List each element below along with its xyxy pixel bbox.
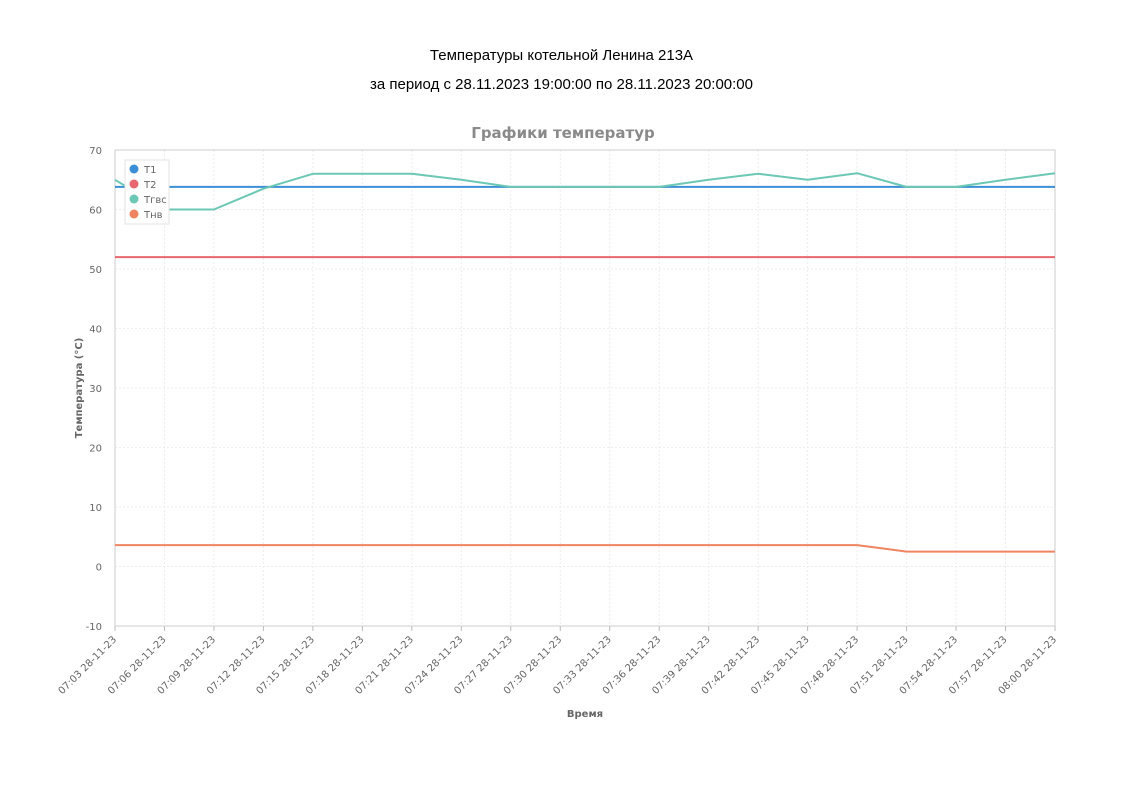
chart-title: Графики температур [471, 124, 655, 142]
y-axis-label: Температура (°C) [74, 338, 85, 439]
legend-label: T2 [143, 180, 156, 191]
y-tick-label: 0 [96, 563, 102, 574]
legend-label: Tнв [143, 210, 163, 221]
plot-frame [114, 149, 1056, 627]
y-tick-label: -10 [86, 622, 102, 633]
y-tick-label: 70 [89, 146, 102, 157]
legend-marker [129, 209, 139, 219]
y-tick-label: 20 [89, 444, 102, 455]
legend-marker [129, 179, 139, 189]
y-tick-label: 40 [89, 325, 102, 336]
x-axis-label: Время [567, 709, 603, 720]
chart-lines [114, 172, 1056, 553]
y-tick-label: 10 [89, 503, 102, 514]
series-line-3 [115, 544, 1055, 553]
chart-grid [114, 149, 1056, 627]
y-tick-label: 30 [89, 384, 102, 395]
y-tick-label: 60 [89, 206, 102, 217]
report-title: Температуры котельной Ленина 213А [429, 47, 694, 64]
y-axis-ticks: -10 0 10 20 30 40 50 60 70 [86, 146, 102, 633]
legend-marker [129, 194, 139, 204]
series-line-2 [114, 172, 1056, 211]
report-period: за период с 28.11.2023 19:00:00 по 28.11… [369, 76, 753, 93]
legend-label: Tгвс [143, 195, 167, 206]
legend-marker [129, 164, 139, 174]
legend-label: T1 [143, 165, 156, 176]
chart-axes [114, 149, 1056, 631]
chart-legend: T1 T2 Tгвс Tнв [124, 159, 170, 225]
y-tick-label: 50 [89, 265, 102, 276]
